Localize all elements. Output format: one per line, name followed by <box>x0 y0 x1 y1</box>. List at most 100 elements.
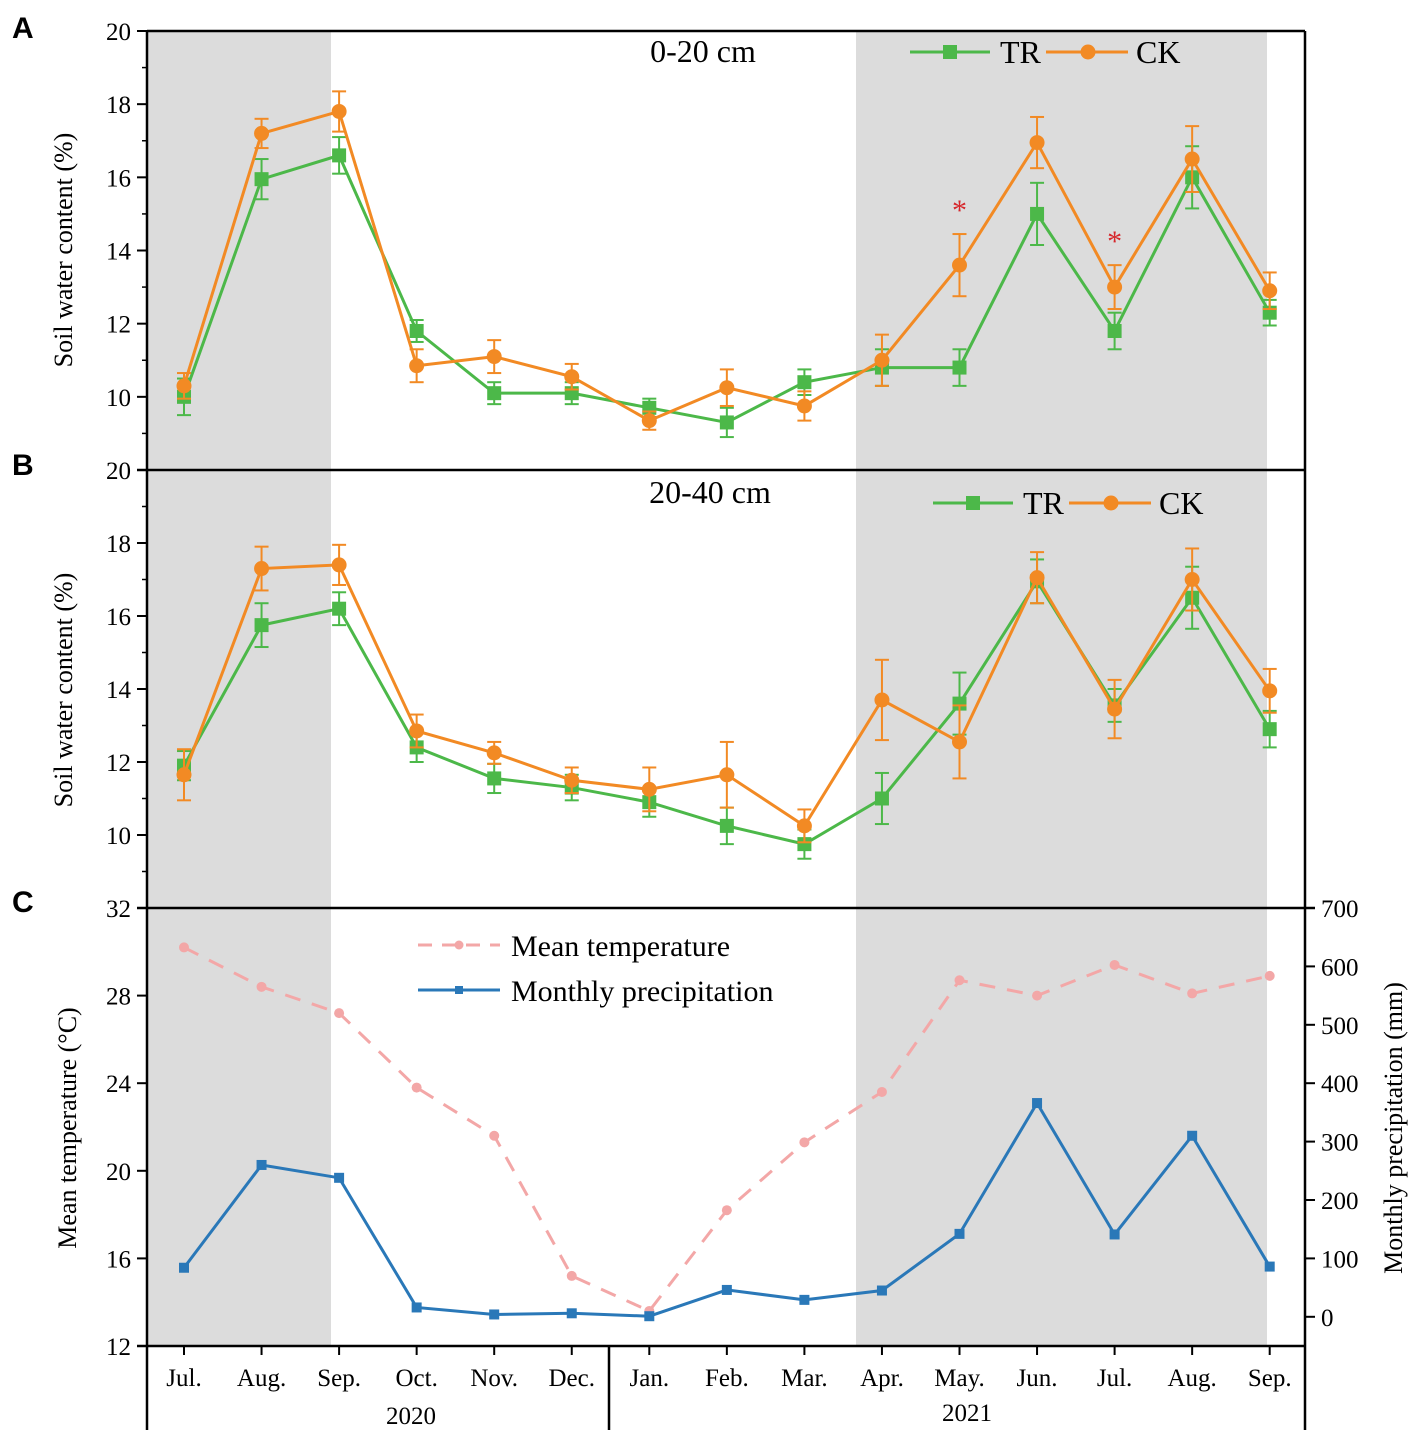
significance-marker: * <box>952 194 967 227</box>
data-point <box>566 1308 577 1319</box>
axes <box>137 29 1315 1430</box>
data-series <box>176 90 1278 1322</box>
data-point <box>254 618 269 633</box>
x-tick-label: Jan. <box>630 1365 670 1392</box>
y-tick-label: 12 <box>106 312 131 339</box>
data-point <box>954 1228 965 1239</box>
data-point <box>1032 1098 1043 1109</box>
legend-ck-label: CK <box>1136 34 1180 70</box>
data-point <box>486 349 502 365</box>
y-tick-label: 32 <box>106 896 131 923</box>
data-point <box>874 352 890 368</box>
data-point <box>409 358 425 374</box>
data-point <box>719 415 734 430</box>
series-monthly-precipitation <box>179 1098 1275 1322</box>
data-point <box>179 1262 189 1273</box>
data-point <box>254 172 269 187</box>
data-point <box>719 818 734 833</box>
y-right-tick-label: 600 <box>1321 954 1359 981</box>
data-point <box>1264 1261 1275 1272</box>
legend-temperature-marker <box>454 940 464 950</box>
legend-ck-marker <box>1103 495 1119 511</box>
x-tick-label: Sep. <box>1248 1365 1292 1392</box>
data-point <box>641 413 657 429</box>
panel-b-ylabel: Soil water content (%) <box>49 573 78 808</box>
data-point <box>799 1294 810 1305</box>
data-point <box>952 257 967 273</box>
data-point <box>797 837 812 852</box>
data-point <box>176 767 192 783</box>
data-point <box>1032 990 1043 1001</box>
data-point <box>1107 701 1123 717</box>
y-tick-label: 20 <box>106 19 131 46</box>
y-tick-label: 18 <box>106 92 131 119</box>
panel-a-ylabel: Soil water content (%) <box>49 133 78 368</box>
y-tick-label: 16 <box>106 165 131 192</box>
y-tick-label: 16 <box>106 604 131 631</box>
year-label-2021: 2021 <box>942 1400 992 1427</box>
data-point <box>719 767 735 783</box>
x-tick-label: Nov. <box>470 1365 518 1392</box>
series-ck-panel-b <box>176 543 1278 844</box>
legend-tr-marker <box>943 45 957 59</box>
x-tick-label: Aug. <box>237 1365 286 1392</box>
data-point <box>721 1205 732 1216</box>
data-point <box>954 975 965 986</box>
panel-letter-b: B <box>12 449 34 482</box>
data-point <box>1264 970 1275 981</box>
legend-tr-label: TR <box>1000 34 1042 70</box>
panel-c-ylabel: Mean temperature (°C) <box>53 1007 82 1248</box>
data-point <box>1029 135 1045 151</box>
legend-temperature-label: Mean temperature <box>511 930 730 963</box>
data-point <box>796 398 812 414</box>
series-mean-temperature <box>179 942 1275 1316</box>
data-point <box>489 1130 500 1141</box>
data-point <box>564 369 580 385</box>
legend-panel-b: TR CK <box>933 485 1203 521</box>
panel-a-title: 0-20 cm <box>650 33 756 69</box>
year-label-2020: 2020 <box>386 1403 436 1430</box>
legend-tr-label: TR <box>1023 485 1065 521</box>
data-point <box>1109 959 1120 970</box>
data-point <box>254 125 270 141</box>
data-point <box>876 1086 887 1097</box>
data-point <box>874 791 889 806</box>
data-point <box>1109 1229 1120 1240</box>
y-tick-label: 20 <box>106 458 131 485</box>
data-point <box>1187 1130 1198 1141</box>
series-ck-panel-a <box>176 90 1278 431</box>
data-point <box>952 734 967 750</box>
data-point <box>1262 683 1278 699</box>
y-tick-label: 12 <box>106 1334 131 1361</box>
data-point <box>1107 323 1122 338</box>
data-point <box>641 781 657 797</box>
x-tick-label: Oct. <box>395 1365 437 1392</box>
y-right-tick-label: 100 <box>1321 1246 1359 1273</box>
x-tick-label: Jul. <box>166 1365 201 1392</box>
panel-letter-c: C <box>12 886 34 919</box>
data-point <box>874 692 890 708</box>
y-right-tick-label: 700 <box>1321 896 1359 923</box>
x-tick-label: Mar. <box>781 1365 828 1392</box>
y-right-tick-label: 200 <box>1321 1188 1359 1215</box>
data-point <box>566 1270 577 1281</box>
data-point <box>486 745 502 761</box>
data-point <box>1184 572 1200 587</box>
data-point <box>254 561 270 577</box>
data-point <box>1262 722 1277 737</box>
data-point <box>256 1159 267 1170</box>
data-point <box>332 601 347 616</box>
data-point <box>1184 151 1200 167</box>
data-point <box>411 1082 422 1093</box>
legend-precipitation-marker <box>455 986 463 994</box>
data-point <box>876 1285 887 1296</box>
data-point <box>331 557 347 573</box>
y-right-tick-label: 500 <box>1321 1013 1359 1040</box>
data-point <box>721 1284 732 1295</box>
significance-marker: * <box>1107 225 1122 258</box>
panel-b-title: 20-40 cm <box>649 474 771 510</box>
data-point <box>176 378 192 394</box>
data-point <box>1107 279 1123 295</box>
x-tick-label: Dec. <box>549 1365 596 1392</box>
x-tick-label: Jun. <box>1017 1365 1058 1392</box>
